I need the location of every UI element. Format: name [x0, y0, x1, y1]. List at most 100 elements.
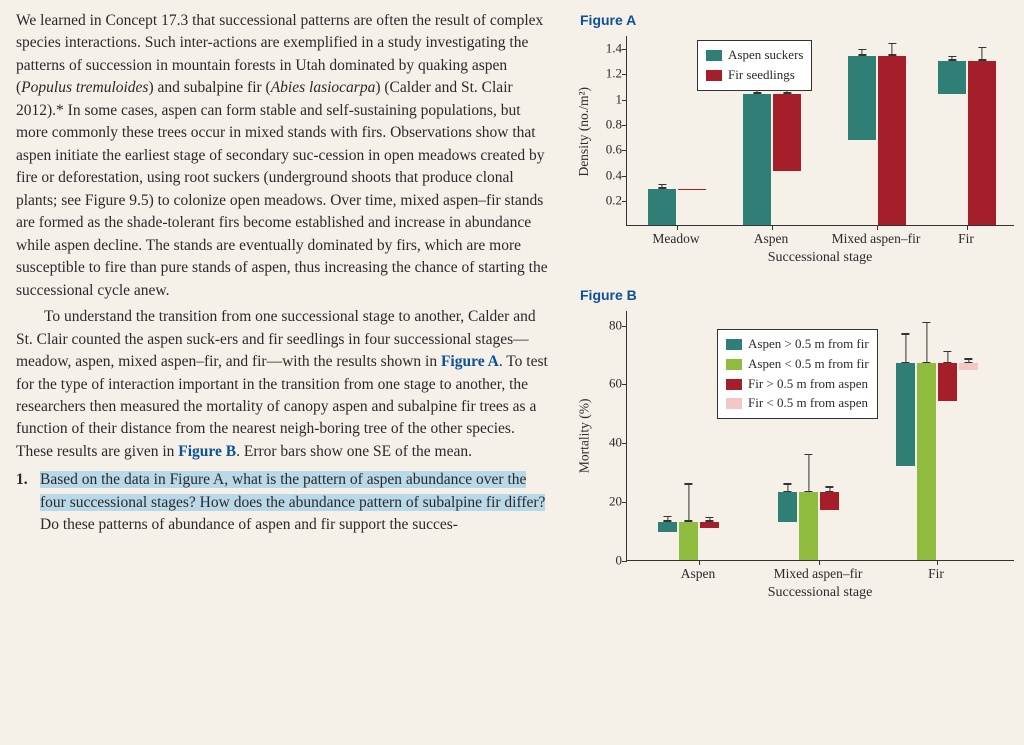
legend-swatch: [726, 339, 742, 350]
error-bar: [667, 516, 668, 522]
bar-group: [743, 94, 801, 226]
bar: [938, 363, 957, 401]
q1-rest: Do these patterns of abundance of aspen …: [40, 516, 458, 533]
p1-c: ) (Calder and St. Clair 2012).* In some …: [16, 79, 548, 298]
bar-group: [778, 492, 860, 560]
paragraph-2: To understand the transition from one su…: [16, 306, 552, 463]
error-bar: [968, 358, 969, 362]
bar-group: [648, 189, 706, 226]
figures-column: Figure A Density (no./m²) 0.20.40.60.811…: [572, 0, 1024, 745]
ytick-label: 20: [609, 493, 622, 512]
legend-item: Aspen suckers: [706, 46, 803, 65]
bar-group: [848, 56, 906, 226]
error-bar: [981, 47, 982, 61]
paragraph-1: We learned in Concept 17.3 that successi…: [16, 10, 552, 302]
figure-a-ref: Figure A: [441, 353, 499, 370]
legend-label: Fir > 0.5 m from aspen: [748, 375, 868, 394]
error-bar: [787, 483, 788, 492]
bar: [820, 492, 839, 510]
legend-item: Fir seedlings: [706, 66, 803, 85]
text-column: We learned in Concept 17.3 that successi…: [0, 0, 572, 745]
bar-group: [896, 363, 978, 560]
error-bar: [709, 517, 710, 521]
bar: [778, 492, 797, 521]
p1-italic-2: Abies lasiocarpa: [271, 79, 376, 96]
ytick-label: 0.4: [606, 166, 622, 185]
legend-swatch: [706, 70, 722, 81]
figure-b-title: Figure B: [580, 285, 1014, 305]
bar: [878, 56, 906, 226]
legend-label: Aspen suckers: [728, 46, 803, 65]
bar: [848, 56, 876, 141]
xtick-label: Aspen: [643, 561, 753, 584]
legend-swatch: [706, 50, 722, 61]
figB-ylabel: Mortality (%): [574, 399, 594, 474]
ytick-label: 1.2: [606, 65, 622, 84]
legend-item: Fir < 0.5 m from aspen: [726, 394, 869, 413]
bar-group: [658, 522, 740, 560]
q1-highlight: Based on the data in Figure A, what is t…: [40, 471, 545, 510]
error-bar: [926, 322, 927, 363]
legend: Aspen > 0.5 m from firAspen < 0.5 m from…: [717, 329, 878, 419]
figA-xlabels: MeadowAspenMixed aspen–firFir: [626, 226, 990, 246]
xtick-label: Mixed aspen–fir: [763, 561, 873, 584]
error-bar: [688, 483, 689, 521]
legend-swatch: [726, 379, 742, 390]
xtick-label: Aspen: [716, 226, 826, 249]
bar: [896, 363, 915, 466]
figB-xtitle: Successional stage: [626, 583, 1014, 603]
error-bar: [808, 454, 809, 492]
xtick-label: Meadow: [621, 226, 731, 249]
bar: [678, 189, 706, 191]
bar: [773, 94, 801, 171]
q1-body: Based on the data in Figure A, what is t…: [40, 469, 552, 536]
error-bar: [947, 351, 948, 363]
xtick-label: Fir: [911, 226, 1021, 249]
figB-plot: Aspen > 0.5 m from firAspen < 0.5 m from…: [626, 311, 1014, 561]
figA-yticks: 0.20.40.60.811.21.4: [596, 36, 626, 226]
bar: [917, 363, 936, 560]
legend-swatch: [726, 398, 742, 409]
bar: [743, 94, 771, 226]
bar: [968, 61, 996, 226]
legend-item: Aspen > 0.5 m from fir: [726, 335, 869, 354]
legend: Aspen suckersFir seedlings: [697, 40, 812, 91]
p1-italic-1: Populus tremuloides: [21, 79, 148, 96]
bar: [700, 522, 719, 528]
figure-b-ref: Figure B: [178, 443, 236, 460]
ytick-label: 0.6: [606, 141, 622, 160]
bar-group: [938, 61, 996, 226]
bar: [959, 363, 978, 370]
legend-label: Aspen < 0.5 m from fir: [748, 355, 869, 374]
legend-item: Fir > 0.5 m from aspen: [726, 375, 869, 394]
figA-plot: Aspen suckersFir seedlings: [626, 36, 1014, 226]
p1-b: ) and subalpine fir (: [148, 79, 270, 96]
bar: [938, 61, 966, 94]
bar: [648, 189, 676, 226]
error-bar: [661, 184, 662, 189]
error-bar: [891, 43, 892, 56]
bar: [658, 522, 677, 532]
figure-a-title: Figure A: [580, 10, 1014, 30]
q1-number: 1.: [16, 469, 40, 536]
figA-ylabel: Density (no./m²): [574, 87, 594, 177]
legend-item: Aspen < 0.5 m from fir: [726, 355, 869, 374]
ytick-label: 0.8: [606, 116, 622, 135]
figA-xtitle: Successional stage: [626, 248, 1014, 268]
figure-a: Figure A Density (no./m²) 0.20.40.60.811…: [572, 10, 1014, 269]
question-1: 1. Based on the data in Figure A, what i…: [16, 469, 552, 536]
figure-b: Figure B Mortality (%) 020406080 Aspen >…: [572, 285, 1014, 604]
p2-c: . Error bars show one SE of the mean.: [236, 443, 472, 460]
ytick-label: 80: [609, 316, 622, 335]
figB-xlabels: Aspen Mixed aspen–fir Fir: [626, 561, 990, 581]
legend-label: Aspen > 0.5 m from fir: [748, 335, 869, 354]
error-bar: [905, 333, 906, 362]
ytick-label: 1.4: [606, 40, 622, 59]
error-bar: [951, 56, 952, 61]
bar: [799, 492, 818, 560]
ytick-label: 40: [609, 434, 622, 453]
error-bar: [829, 486, 830, 492]
bar: [679, 522, 698, 560]
xtick-label: Fir: [881, 561, 991, 584]
ytick-label: 0.2: [606, 192, 622, 211]
